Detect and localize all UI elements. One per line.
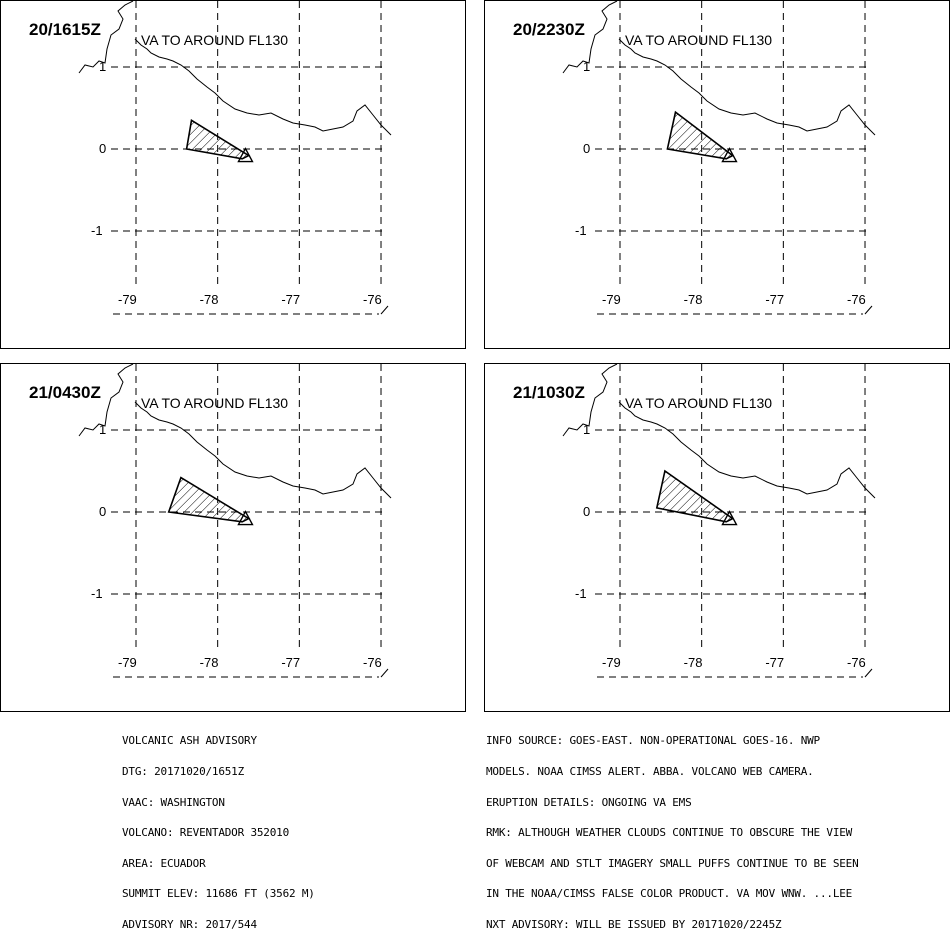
volcano-icon bbox=[237, 510, 254, 526]
advisory-right: INFO SOURCE: GOES-EAST. NON-OPERATIONAL … bbox=[486, 716, 859, 940]
map-canvas bbox=[562, 364, 876, 678]
latitude-label: 0 bbox=[583, 141, 591, 156]
forecast-time: 20/2230Z bbox=[513, 20, 585, 39]
latitude-label: 0 bbox=[99, 504, 107, 519]
map-border-corner bbox=[864, 668, 873, 678]
longitude-label: -76 bbox=[847, 292, 866, 307]
ash-height-note: VA TO AROUND FL130 bbox=[141, 32, 289, 48]
longitude-label: -77 bbox=[281, 655, 301, 670]
map-panel: 21/1030Z VA TO AROUND FL130 -79 -78 -77 -76 1 0… bbox=[484, 363, 950, 712]
coastline bbox=[562, 364, 876, 499]
advisory-line: SUMMIT ELEV: 11686 FT (3562 M) bbox=[122, 887, 315, 901]
advisory-line: IN THE NOAA/CIMSS FALSE COLOR PRODUCT. V… bbox=[486, 887, 853, 901]
longitude-label: -76 bbox=[847, 655, 866, 670]
latitude-label: -1 bbox=[91, 223, 103, 238]
latitude-label: 1 bbox=[583, 59, 591, 74]
coastline bbox=[78, 364, 392, 499]
map-border-corner bbox=[380, 668, 389, 678]
longitude-label: -77 bbox=[765, 292, 785, 307]
advisory-line: AREA: ECUADOR bbox=[122, 856, 206, 870]
map-canvas bbox=[78, 364, 392, 678]
forecast-time: 21/0430Z bbox=[29, 383, 101, 402]
map-panel: 20/2230Z VA TO AROUND FL130 -79 -78 -77 -76 1 0… bbox=[484, 0, 950, 349]
longitude-label: -79 bbox=[118, 655, 137, 670]
longitude-label: -78 bbox=[683, 655, 703, 670]
advisory-line: NXT ADVISORY: WILL BE ISSUED BY 20171020… bbox=[486, 917, 782, 931]
advisory-line: ERUPTION DETAILS: ONGOING VA EMS bbox=[486, 795, 692, 809]
advisory-line: RMK: ALTHOUGH WEATHER CLOUDS CONTINUE TO… bbox=[486, 826, 853, 840]
volcano-icon bbox=[237, 147, 254, 163]
advisory-line: INFO SOURCE: GOES-EAST. NON-OPERATIONAL … bbox=[486, 734, 820, 748]
longitude-label: -78 bbox=[199, 292, 219, 307]
longitude-label: -76 bbox=[363, 655, 382, 670]
latitude-label: 0 bbox=[99, 141, 107, 156]
advisory-line: MODELS. NOAA CIMSS ALERT. ABBA. VOLCANO … bbox=[486, 765, 814, 778]
coastline bbox=[78, 1, 392, 136]
latitude-label: -1 bbox=[575, 586, 587, 601]
map-panel: 21/0430Z VA TO AROUND FL130 -79 -78 -77 -76 1 0… bbox=[0, 363, 466, 712]
map-border-corner bbox=[380, 305, 389, 315]
ash-height-note: VA TO AROUND FL130 bbox=[625, 32, 773, 48]
longitude-label: -78 bbox=[683, 292, 703, 307]
forecast-time: 20/1615Z bbox=[29, 20, 101, 39]
longitude-label: -77 bbox=[765, 655, 785, 670]
volcano-icon bbox=[721, 510, 738, 526]
latitude-label: 0 bbox=[583, 504, 591, 519]
map-panel: 20/1615Z VA TO AROUND FL130 -79 -78 -77 -76 1 0… bbox=[0, 0, 466, 349]
longitude-label: -77 bbox=[281, 292, 301, 307]
latitude-label: -1 bbox=[91, 586, 103, 601]
longitude-label: -76 bbox=[363, 292, 382, 307]
volcano-icon bbox=[721, 147, 738, 163]
advisory-line: VAAC: WASHINGTON bbox=[122, 795, 225, 809]
advisory-line: OF WEBCAM AND STLT IMAGERY SMALL PUFFS C… bbox=[486, 856, 859, 870]
ash-cloud-area bbox=[655, 469, 735, 523]
advisory-line: DTG: 20171020/1651Z bbox=[122, 765, 245, 778]
ash-cloud-area bbox=[666, 110, 735, 160]
latitude-label: 1 bbox=[99, 422, 107, 437]
longitude-label: -78 bbox=[199, 655, 219, 670]
longitude-label: -79 bbox=[602, 655, 621, 670]
advisory-line: ADVISORY NR: 2017/544 bbox=[122, 917, 257, 931]
latitude-label: 1 bbox=[583, 422, 591, 437]
advisory-line: VOLCANIC ASH ADVISORY bbox=[122, 734, 257, 748]
longitude-label: -79 bbox=[602, 292, 621, 307]
ash-height-note: VA TO AROUND FL130 bbox=[625, 395, 773, 411]
forecast-time: 21/1030Z bbox=[513, 383, 585, 402]
map-canvas bbox=[562, 1, 876, 315]
latitude-label: 1 bbox=[99, 59, 107, 74]
map-border-corner bbox=[864, 305, 873, 315]
advisory-left: VOLCANIC ASH ADVISORY DTG: 20171020/1651… bbox=[122, 716, 315, 940]
longitude-label: -79 bbox=[118, 292, 137, 307]
ash-cloud-area bbox=[185, 118, 251, 160]
advisory-line: VOLCANO: REVENTADOR 352010 bbox=[122, 826, 289, 840]
coastline bbox=[562, 1, 876, 136]
ash-cloud-area bbox=[167, 476, 251, 523]
ash-height-note: VA TO AROUND FL130 bbox=[141, 395, 289, 411]
map-canvas bbox=[78, 1, 392, 315]
latitude-label: -1 bbox=[575, 223, 587, 238]
